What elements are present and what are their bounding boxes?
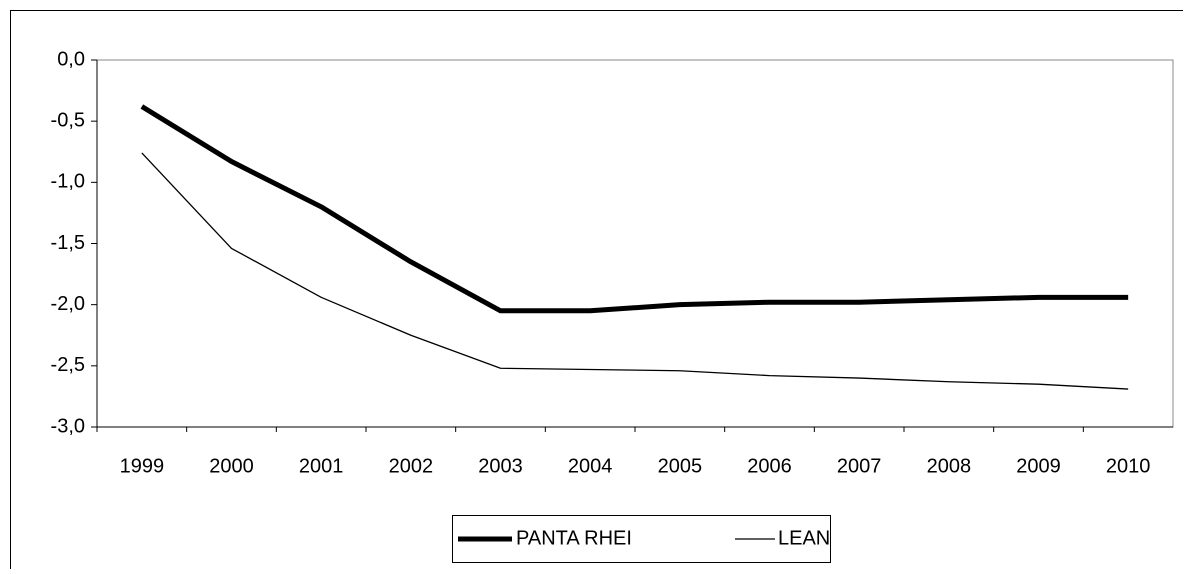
x-tick-label: 1999	[120, 455, 165, 477]
x-tick-label: 2004	[568, 455, 613, 477]
plot-area	[96, 59, 1174, 428]
x-tick-label: 2006	[747, 455, 792, 477]
y-tick-label: 0,0	[57, 48, 85, 70]
y-tick-label: -2,5	[51, 354, 85, 376]
x-tick-label: 2002	[389, 455, 434, 477]
chart-border	[10, 10, 1183, 569]
legend-label: PANTA RHEI	[516, 527, 632, 549]
y-tick-label: -2,0	[51, 293, 85, 315]
x-tick-label: 2007	[837, 455, 882, 477]
series-line	[141, 152, 1129, 390]
x-tick-label: 2000	[209, 455, 254, 477]
x-tick-label: 2001	[299, 455, 344, 477]
legend-label: LEAN	[778, 527, 830, 549]
series-line	[140, 104, 1129, 314]
x-tick-label: 2008	[927, 455, 972, 477]
x-tick-label: 2005	[658, 455, 703, 477]
x-tick-label: 2009	[1016, 455, 1061, 477]
y-tick-label: -1,0	[51, 171, 85, 193]
y-tick-label: -0,5	[51, 109, 85, 131]
x-tick-label: 2010	[1106, 455, 1151, 477]
x-tick-label: 2003	[478, 455, 523, 477]
y-tick-label: -1,5	[51, 232, 85, 254]
y-tick-label: -3,0	[51, 415, 85, 437]
